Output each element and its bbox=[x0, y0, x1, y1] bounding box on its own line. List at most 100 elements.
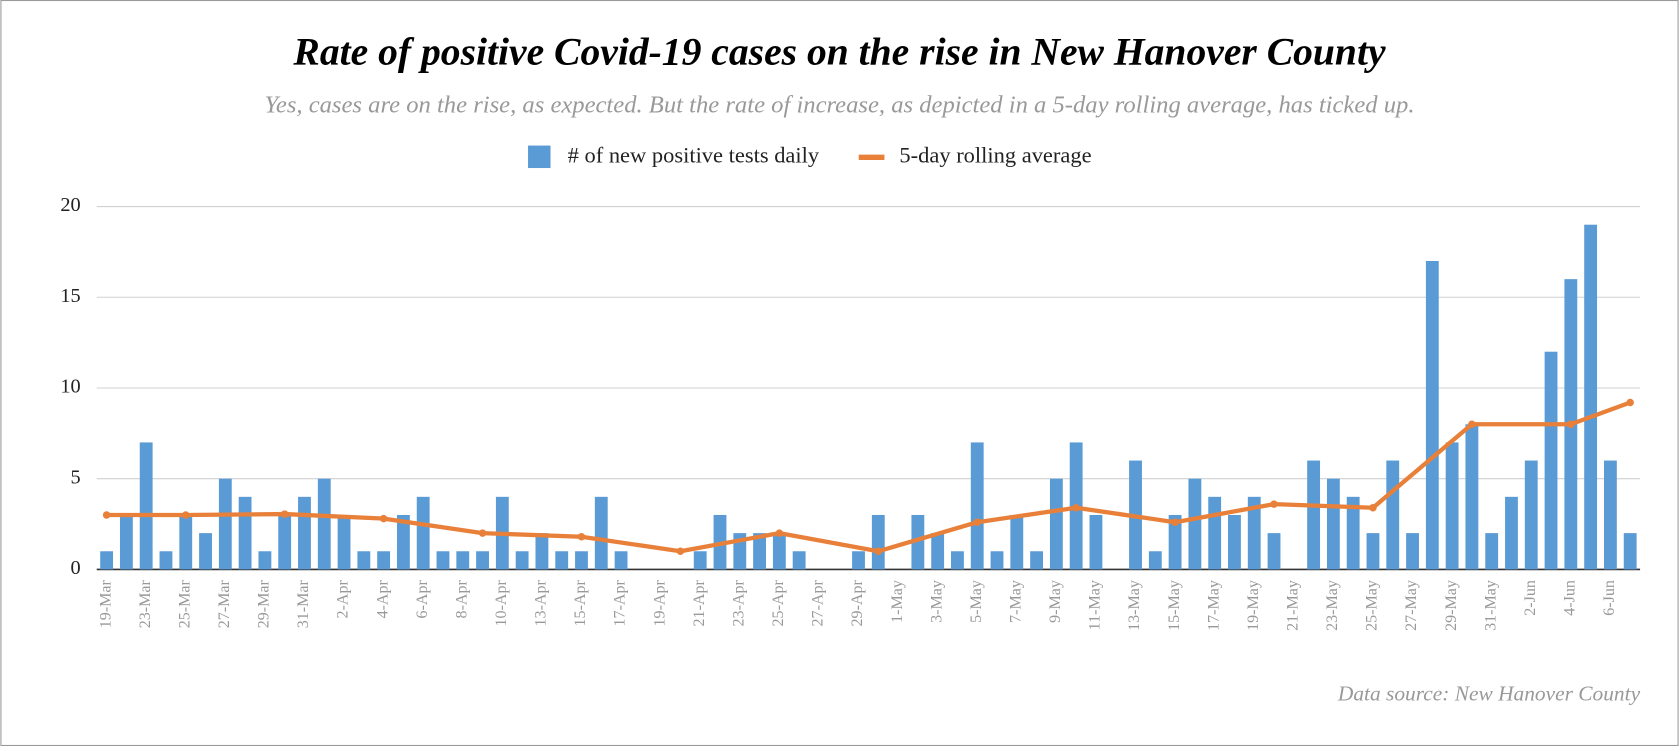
x-tick-label: 9-May bbox=[1047, 580, 1064, 623]
line-point bbox=[478, 529, 487, 537]
x-tick-label: 31-May bbox=[1482, 580, 1499, 631]
y-tick-label: 10 bbox=[60, 376, 80, 398]
x-tick-label: 8-Apr bbox=[453, 579, 470, 618]
bar bbox=[337, 514, 351, 570]
legend-swatch bbox=[528, 145, 551, 169]
line-point bbox=[182, 511, 190, 519]
y-tick-label: 0 bbox=[70, 557, 80, 579]
x-tick-label: 13-Apr bbox=[533, 579, 550, 626]
bar bbox=[1445, 442, 1459, 570]
bar bbox=[1326, 478, 1340, 570]
x-tick-label: 21-Apr bbox=[691, 579, 708, 626]
bar bbox=[772, 533, 786, 570]
bar bbox=[1524, 460, 1538, 570]
bar bbox=[179, 514, 193, 570]
bar bbox=[792, 551, 806, 570]
y-tick-label: 5 bbox=[70, 466, 80, 488]
bar bbox=[970, 442, 984, 570]
bar bbox=[258, 551, 272, 570]
line-point bbox=[1567, 420, 1575, 429]
line-point bbox=[1171, 518, 1179, 526]
bar bbox=[951, 551, 964, 570]
bar bbox=[1603, 460, 1617, 570]
line-point bbox=[1369, 503, 1377, 512]
bar bbox=[238, 496, 252, 570]
x-tick-label: 25-May bbox=[1364, 580, 1381, 631]
x-tick-label: 19-May bbox=[1245, 580, 1262, 631]
x-tick-label: 4-Jun bbox=[1562, 580, 1579, 616]
bar bbox=[990, 551, 1004, 570]
bar bbox=[1188, 478, 1202, 570]
line-point bbox=[1468, 420, 1476, 429]
x-tick-label: 17-Apr bbox=[612, 579, 629, 626]
line-point bbox=[102, 511, 111, 519]
bar bbox=[911, 514, 925, 570]
bar bbox=[1247, 496, 1261, 570]
x-tick-label: 11-May bbox=[1087, 580, 1104, 630]
x-tick-label: 25-Apr bbox=[770, 579, 787, 626]
bar bbox=[1307, 460, 1321, 570]
bar bbox=[575, 551, 588, 570]
bar bbox=[456, 551, 470, 570]
bar bbox=[377, 551, 391, 570]
source-note: Data source: New Hanover County bbox=[1337, 682, 1641, 706]
bar bbox=[753, 533, 766, 570]
bar bbox=[555, 551, 569, 570]
bar bbox=[693, 551, 707, 570]
bar bbox=[1366, 533, 1380, 570]
x-tick-label: 31-Mar bbox=[295, 579, 312, 628]
x-tick-label: 6-Apr bbox=[414, 579, 431, 618]
bar bbox=[278, 514, 292, 570]
chart-title: Rate of positive Covid-19 cases on the r… bbox=[292, 30, 1386, 74]
legend-label: 5-day rolling average bbox=[899, 142, 1091, 167]
x-tick-label: 27-Mar bbox=[216, 579, 233, 628]
bar bbox=[1346, 496, 1360, 570]
bar bbox=[119, 514, 133, 570]
x-tick-label: 29-Mar bbox=[256, 579, 273, 628]
x-tick-label: 1-May bbox=[889, 580, 906, 623]
line-point bbox=[577, 532, 586, 541]
x-tick-label: 27-Apr bbox=[810, 579, 827, 626]
x-tick-label: 5-May bbox=[968, 580, 985, 623]
x-tick-label: 21-May bbox=[1285, 580, 1302, 631]
x-tick-label: 23-Apr bbox=[730, 579, 747, 626]
y-tick-label: 15 bbox=[60, 285, 80, 307]
bar bbox=[1425, 260, 1439, 570]
bar bbox=[396, 514, 410, 570]
bar bbox=[100, 551, 114, 570]
legend-label: # of new positive tests daily bbox=[568, 142, 820, 167]
x-tick-label: 6-Jun bbox=[1601, 580, 1618, 616]
chart-subtitle: Yes, cases are on the rise, as expected.… bbox=[264, 92, 1414, 119]
bar bbox=[535, 533, 549, 570]
bar bbox=[871, 514, 885, 570]
x-tick-label: 15-Apr bbox=[572, 579, 589, 626]
bar bbox=[1406, 533, 1419, 570]
bar bbox=[416, 496, 430, 570]
bar bbox=[199, 533, 212, 570]
x-tick-label: 19-Apr bbox=[651, 579, 668, 626]
bar bbox=[1267, 533, 1281, 570]
bar bbox=[1208, 496, 1222, 570]
bar bbox=[852, 551, 865, 570]
bar bbox=[218, 478, 232, 570]
bar bbox=[436, 551, 450, 570]
line-point bbox=[676, 547, 685, 556]
x-tick-label: 17-May bbox=[1205, 580, 1222, 631]
bar bbox=[317, 478, 331, 570]
bar bbox=[357, 551, 371, 570]
x-tick-label: 25-Mar bbox=[176, 579, 193, 628]
line-point bbox=[775, 529, 784, 537]
bar bbox=[1544, 351, 1558, 570]
bar bbox=[1030, 551, 1044, 570]
bar bbox=[1465, 424, 1479, 570]
x-tick-label: 19-Mar bbox=[97, 579, 114, 628]
bar bbox=[139, 442, 153, 570]
line-point bbox=[874, 547, 883, 556]
y-tick-label: 20 bbox=[60, 194, 80, 216]
x-tick-label: 7-May bbox=[1007, 580, 1024, 623]
bar bbox=[298, 496, 311, 570]
bar bbox=[1168, 514, 1182, 570]
bar bbox=[1386, 460, 1400, 570]
x-tick-label: 23-May bbox=[1324, 580, 1341, 631]
